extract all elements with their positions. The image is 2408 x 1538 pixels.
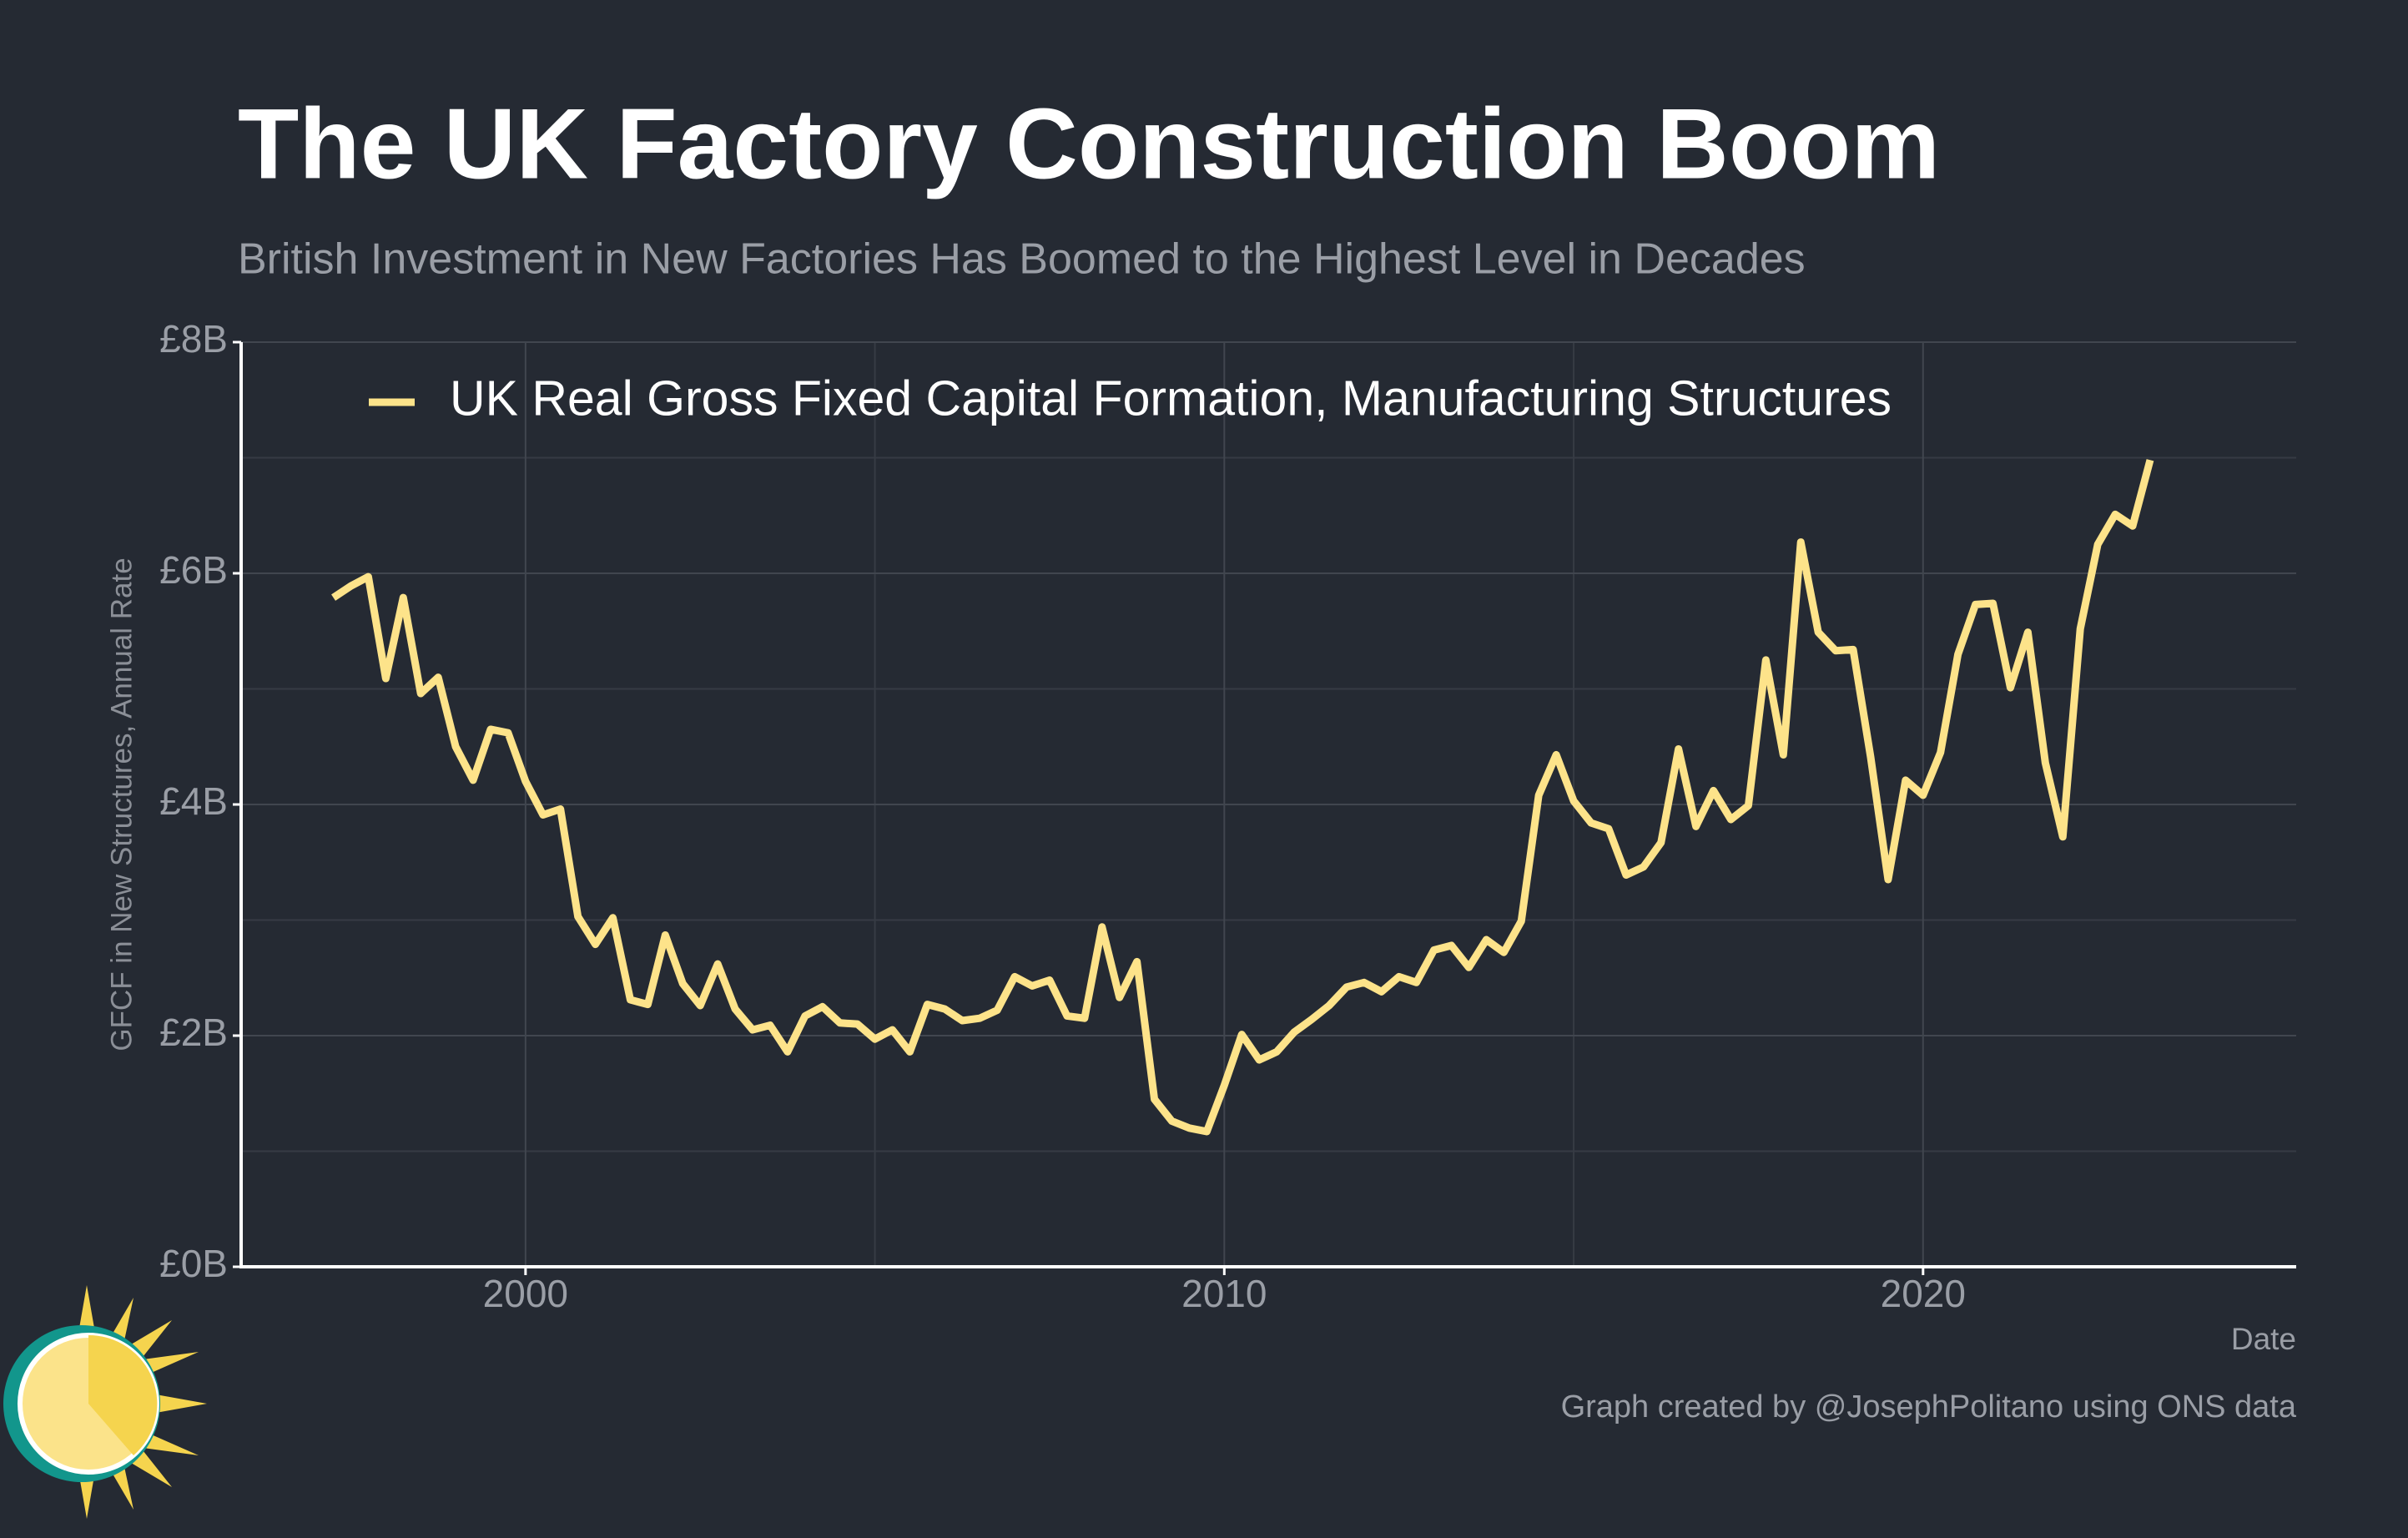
- chart-title: The UK Factory Construction Boom: [238, 88, 1940, 200]
- x-tick-label: 2000: [483, 1272, 568, 1315]
- y-tick-label: £2B: [159, 1011, 228, 1054]
- x-tick-label: 2020: [1881, 1272, 1966, 1315]
- chart-subtitle: British Investment in New Factories Has …: [238, 235, 1806, 284]
- data-line: [331, 459, 2154, 1136]
- x-axis-title: Date: [2231, 1322, 2296, 1356]
- y-axis-title: GFCF in New Structures, Annual Rate: [105, 557, 138, 1051]
- legend-label: UK Real Gross Fixed Capital Formation, M…: [450, 371, 1892, 426]
- y-tick-label: £8B: [159, 317, 228, 361]
- y-tick-label: £4B: [159, 779, 228, 823]
- y-tick-label: £6B: [159, 548, 228, 592]
- x-tick-label: 2010: [1181, 1272, 1267, 1315]
- caption: Graph created by @JosephPolitano using O…: [1561, 1389, 2297, 1425]
- y-tick-label: £0B: [159, 1242, 228, 1285]
- logo: [3, 1285, 207, 1519]
